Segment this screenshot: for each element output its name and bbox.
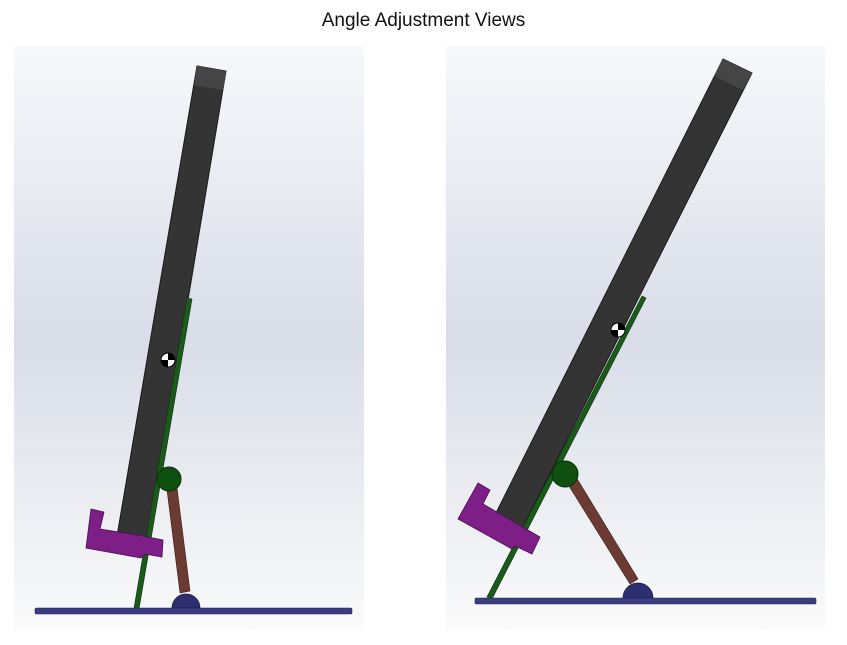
base-plate (34, 607, 353, 615)
right-view-drawing (446, 46, 825, 630)
view-panel-right (446, 46, 825, 630)
bottom-clip (85, 508, 164, 559)
base-pivot (171, 593, 201, 609)
pivot-joint (551, 460, 579, 488)
tablet-top-edge (714, 59, 752, 90)
origin-marker-icon (610, 322, 626, 338)
left-view-drawing (14, 46, 364, 630)
bottom-clip (457, 482, 541, 555)
origin-marker-icon (160, 352, 176, 368)
base-plate (474, 597, 817, 605)
view-panel-left (14, 46, 364, 630)
base-pivot (622, 582, 654, 599)
pivot-joint (156, 466, 182, 492)
figure-title: Angle Adjustment Views (321, 10, 526, 31)
tablet-top-edge (194, 66, 226, 90)
